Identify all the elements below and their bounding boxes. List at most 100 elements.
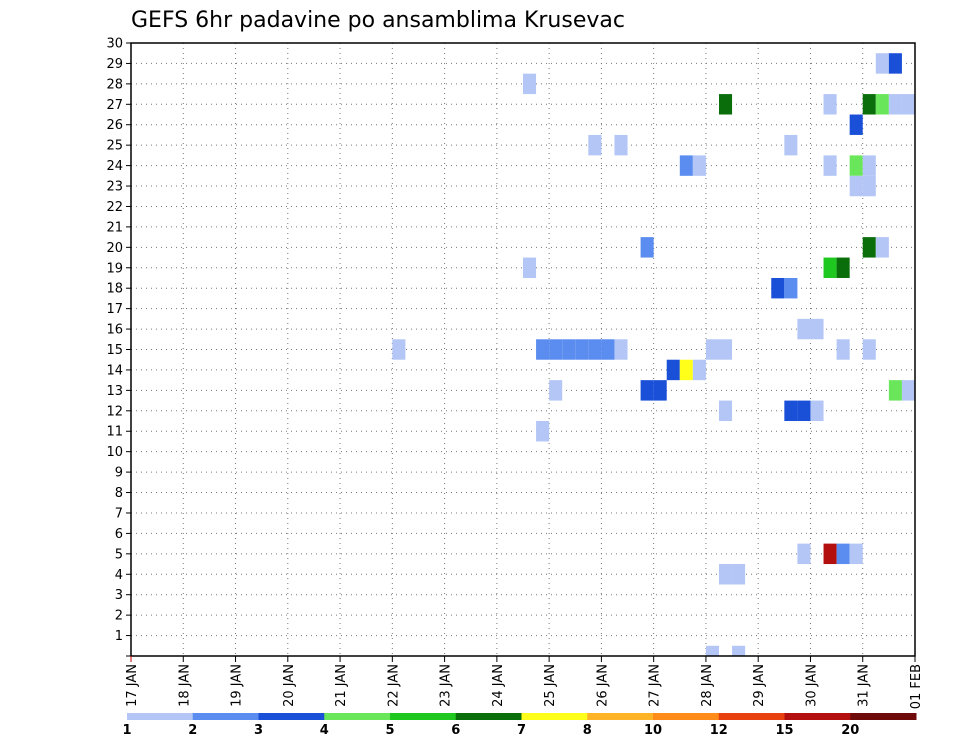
data-cell <box>614 339 628 360</box>
x-tick-label: 24 JAN <box>491 664 506 707</box>
data-cell <box>810 400 824 422</box>
x-tick-label: 28 JAN <box>700 664 715 707</box>
y-tick-label: 30 <box>106 37 123 52</box>
data-cell <box>601 339 615 360</box>
colorbar-swatch <box>521 713 588 720</box>
data-cell <box>784 134 798 156</box>
data-cell <box>392 339 406 360</box>
y-tick-label: 15 <box>106 343 123 358</box>
data-cell <box>719 339 733 360</box>
colorbar-label: 8 <box>583 723 592 738</box>
data-cell <box>784 400 798 422</box>
data-cell <box>588 339 602 360</box>
data-cell <box>797 400 811 422</box>
data-cell <box>719 94 733 115</box>
data-cell <box>692 155 706 176</box>
data-cell <box>823 94 837 115</box>
data-cell <box>862 175 876 197</box>
colorbar: 1 2 3 4 5 6 7 8 10 12 15 20 <box>122 713 917 738</box>
x-axis: 17 JAN 18 JAN 19 JAN 20 JAN 21 JAN 22 JAN 23 J… <box>125 656 924 709</box>
data-cell <box>849 155 863 176</box>
data-cell <box>536 421 550 442</box>
data-cell <box>562 339 576 360</box>
x-tick-label: 30 JAN <box>804 664 819 707</box>
x-tick-label: 01 FEB <box>909 664 924 709</box>
x-tick-label: 25 JAN <box>543 664 558 707</box>
data-cell <box>862 94 876 115</box>
colorbar-swatch <box>587 713 654 720</box>
y-tick-label: 8 <box>115 486 123 501</box>
x-tick-label: 17 JAN <box>125 664 140 707</box>
colorbar-swatch <box>324 713 391 720</box>
data-cell <box>823 543 837 565</box>
y-tick-label: 18 <box>106 282 123 297</box>
data-cell <box>875 53 889 74</box>
colorbar-swatch <box>784 713 851 720</box>
y-tick-label: 9 <box>115 466 123 481</box>
data-cell <box>810 318 824 340</box>
y-tick-label: 4 <box>115 568 123 583</box>
data-cell <box>888 94 902 115</box>
y-tick-label: 1 <box>115 629 123 644</box>
colorbar-label: 6 <box>451 723 460 738</box>
data-cell <box>836 339 850 360</box>
x-tick-label: 21 JAN <box>334 664 349 707</box>
chart-title: GEFS 6hr padavine po ansamblima Krusevac <box>131 8 625 33</box>
data-cell <box>692 359 706 381</box>
data-cell <box>862 339 876 360</box>
y-tick-label: 27 <box>106 98 123 113</box>
data-cell <box>679 359 693 381</box>
y-tick-label: 3 <box>115 588 123 603</box>
x-tick-label: 18 JAN <box>177 664 192 707</box>
data-cell <box>849 114 863 135</box>
y-tick-label: 29 <box>106 57 123 72</box>
y-tick-label: 12 <box>106 404 123 419</box>
colorbar-swatch <box>850 713 917 720</box>
x-tick-label: 31 JAN <box>857 664 872 707</box>
data-cell <box>614 134 628 156</box>
colorbar-label: 2 <box>188 723 197 738</box>
data-cell <box>640 380 654 401</box>
data-cell <box>823 155 837 176</box>
x-tick-label: 22 JAN <box>386 664 401 707</box>
data-cell <box>875 237 889 258</box>
x-tick-label: 19 JAN <box>230 664 245 707</box>
y-tick-label: 5 <box>115 547 123 562</box>
colorbar-swatch <box>192 713 259 720</box>
data-cell <box>849 175 863 197</box>
data-cell <box>732 645 746 656</box>
x-tick-label: 27 JAN <box>648 664 663 707</box>
data-cell <box>797 318 811 340</box>
y-tick-label: 2 <box>115 609 123 624</box>
y-tick-label: 10 <box>106 445 123 460</box>
y-tick-label: 6 <box>115 527 123 542</box>
data-cell <box>575 339 589 360</box>
y-tick-label: 16 <box>106 323 123 338</box>
y-tick-label: 23 <box>106 180 123 195</box>
colorbar-label: 5 <box>385 723 394 738</box>
colorbar-swatch <box>455 713 522 720</box>
colorbar-label: 7 <box>517 723 526 738</box>
x-tick-label: 29 JAN <box>752 664 767 707</box>
data-cell <box>849 543 863 565</box>
y-tick-label: 19 <box>106 261 123 276</box>
data-cells <box>392 53 915 656</box>
colorbar-label: 1 <box>122 723 131 738</box>
data-cell <box>771 277 785 299</box>
data-cell <box>640 237 654 258</box>
y-tick-label: 7 <box>115 506 123 521</box>
x-tick-label: 23 JAN <box>439 664 454 707</box>
colorbar-label: 10 <box>644 723 662 738</box>
data-cell <box>901 380 915 401</box>
data-cell <box>588 134 602 156</box>
y-tick-label: 24 <box>106 159 123 174</box>
y-tick-label: 11 <box>106 425 123 440</box>
colorbar-label: 4 <box>320 723 329 738</box>
colorbar-swatch <box>390 713 457 720</box>
y-tick-label: 26 <box>106 118 123 133</box>
y-tick-label: 22 <box>106 200 123 215</box>
data-cell <box>888 53 902 74</box>
data-cell <box>536 339 550 360</box>
y-tick-label: 14 <box>106 363 123 378</box>
